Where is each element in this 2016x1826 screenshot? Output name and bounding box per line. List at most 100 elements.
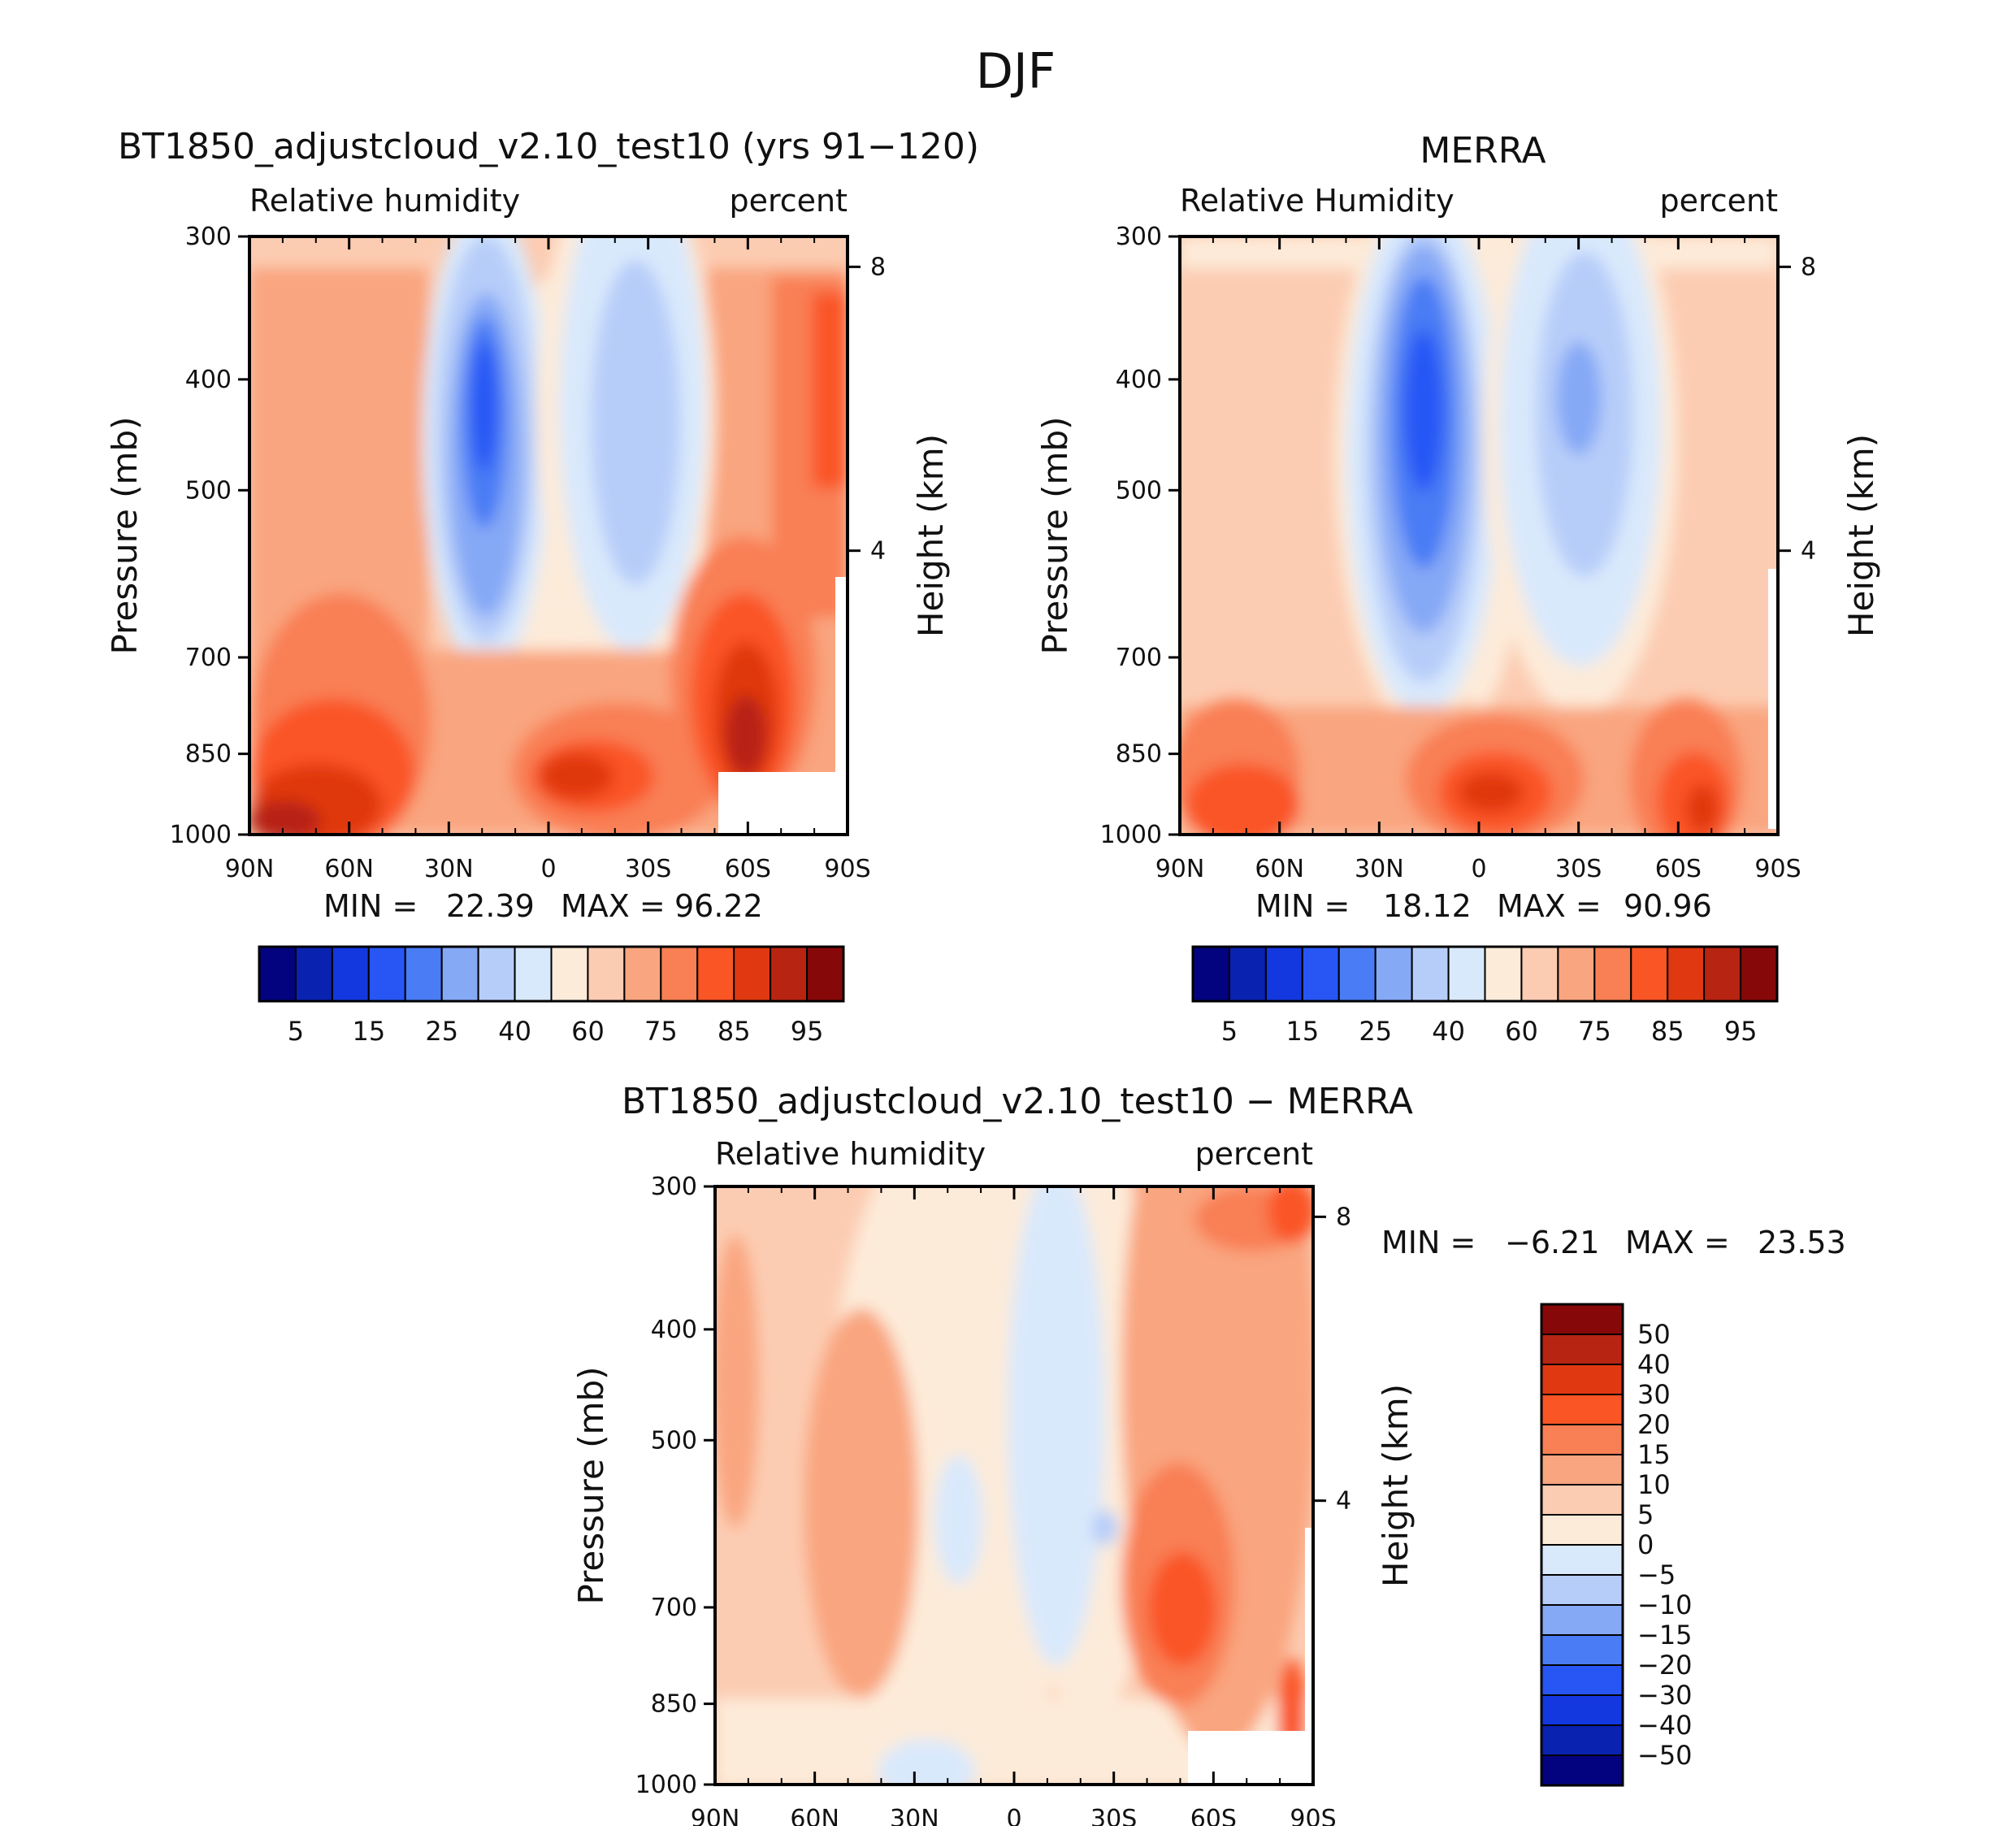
panel-obs-ylabel: Pressure (mb)	[1035, 416, 1075, 654]
colorbar-swatch	[1541, 1634, 1624, 1666]
panel-obs-colorbar: 5 15 25 40 60 75 85 95	[1191, 945, 1779, 1047]
x-tick-label: 90S	[824, 855, 870, 883]
colorbar-swatch	[550, 946, 589, 1002]
panel-model-left-label: Relative humidity	[249, 183, 520, 219]
colorbar-swatch	[1703, 946, 1742, 1002]
colorbar-swatch	[623, 946, 662, 1002]
colorbar-swatch	[1541, 1303, 1624, 1335]
y-tick-label: 400	[1116, 366, 1162, 394]
colorbar-swatch	[1520, 946, 1559, 1002]
colorbar-swatch	[1541, 1724, 1624, 1756]
colorbar-swatch	[1593, 946, 1632, 1002]
colorbar-label: −40	[1637, 1710, 1693, 1741]
colorbar-label: 30	[1637, 1379, 1671, 1410]
colorbar-swatch	[514, 946, 553, 1002]
colorbar-swatch	[1541, 1544, 1624, 1576]
colorbar-label: 40	[1432, 1016, 1465, 1047]
colorbar-label: −15	[1637, 1620, 1693, 1650]
figure-title: DJF	[976, 43, 1056, 100]
colorbar-label: 15	[352, 1016, 385, 1047]
colorbar-label: −5	[1637, 1559, 1676, 1590]
colorbar-swatch	[367, 946, 406, 1002]
y-tick-label: 300	[185, 223, 232, 251]
y2-tick-label: 8	[870, 253, 886, 281]
colorbar-swatch	[1541, 1334, 1624, 1365]
colorbar-swatch	[587, 946, 626, 1002]
colorbar-label: 75	[644, 1016, 678, 1047]
x-tick-label: 60N	[324, 855, 374, 883]
y-tick-label: 300	[1116, 223, 1162, 251]
colorbar-label: 0	[1637, 1529, 1654, 1560]
colorbar-swatch	[294, 946, 333, 1002]
colorbar-label: 40	[498, 1016, 531, 1047]
x-tick-label: 30S	[1090, 1805, 1137, 1826]
panel-diff-right-label: percent	[1194, 1136, 1313, 1172]
x-tick-label: 30S	[625, 855, 671, 883]
y-tick-label: 500	[651, 1426, 697, 1455]
y-tick-label: 700	[651, 1594, 697, 1622]
x-tick-label: 0	[1006, 1805, 1021, 1826]
panel-obs-contour-field	[1180, 236, 1778, 835]
colorbar-swatch	[1228, 946, 1267, 1002]
x-tick-label: 90N	[225, 855, 275, 883]
colorbar-swatch	[1630, 946, 1669, 1002]
colorbar-swatch	[1667, 946, 1706, 1002]
colorbar-label: 60	[1505, 1016, 1538, 1047]
colorbar-label: 15	[1285, 1016, 1319, 1047]
y-tick-label: 400	[185, 366, 232, 394]
colorbar-swatch	[1541, 1454, 1624, 1486]
colorbar-swatch	[477, 946, 516, 1002]
colorbar-swatch	[1337, 946, 1377, 1002]
panel-obs-left-label: Relative Humidity	[1180, 183, 1455, 219]
x-tick-label: 90S	[1754, 855, 1801, 883]
y2-tick-label: 4	[870, 537, 886, 566]
y-tick-label: 700	[185, 644, 232, 672]
panel-model: BT1850_adjustcloud_v2.10_test10 (yrs 91−…	[105, 126, 979, 1047]
colorbar-swatch	[1541, 1754, 1624, 1786]
colorbar-swatch	[1541, 1514, 1624, 1546]
colorbar-label: 40	[1637, 1349, 1671, 1380]
panel-model-min-label: MIN =	[323, 888, 418, 924]
colorbar-swatch	[1541, 1574, 1624, 1606]
x-tick-label: 0	[1471, 855, 1486, 883]
x-tick-label: 30N	[1355, 855, 1404, 883]
panel-diff: BT1850_adjustcloud_v2.10_test10 − MERRA …	[571, 1081, 1846, 1826]
colorbar-label: 85	[718, 1016, 751, 1047]
colorbar-swatch	[1192, 946, 1230, 1002]
panel-obs-max-label: MAX =	[1497, 888, 1602, 924]
panel-diff-min-value: −6.21	[1505, 1225, 1599, 1260]
colorbar-label: −10	[1637, 1590, 1693, 1620]
colorbar-swatch	[1740, 946, 1778, 1002]
colorbar-label: 95	[1724, 1016, 1758, 1047]
colorbar-label: −30	[1637, 1680, 1693, 1711]
x-tick-label: 90N	[1155, 855, 1205, 883]
y2-tick-label: 8	[1801, 253, 1816, 281]
panel-diff-title: BT1850_adjustcloud_v2.10_test10 − MERRA	[622, 1081, 1413, 1122]
x-tick-label: 90N	[691, 1805, 740, 1826]
colorbar-label: 75	[1578, 1016, 1611, 1047]
panel-obs: MERRA Relative Humidity percent	[1035, 130, 1881, 1047]
y-tick-label: 1000	[1100, 821, 1162, 849]
colorbar-swatch	[1484, 946, 1523, 1002]
x-tick-label: 30N	[424, 855, 474, 883]
panel-model-y2label: Height (km)	[911, 434, 951, 637]
colorbar-label: 10	[1637, 1469, 1671, 1500]
panel-obs-y2label: Height (km)	[1841, 434, 1881, 637]
colorbar-label: 5	[1221, 1016, 1238, 1047]
colorbar-swatch	[1557, 946, 1596, 1002]
y-tick-label: 1000	[170, 821, 232, 849]
colorbar-swatch	[733, 946, 772, 1002]
y-tick-label: 700	[1116, 644, 1162, 672]
x-tick-label: 60S	[1190, 1805, 1237, 1826]
panel-model-colorbar: 5 15 25 40 60 75 85 95	[258, 945, 845, 1047]
panel-model-max-value: 96.22	[674, 888, 763, 924]
colorbar-swatch	[806, 946, 844, 1002]
y2-tick-label: 4	[1336, 1487, 1351, 1516]
y2-tick-label: 4	[1801, 537, 1816, 566]
y-tick-label: 850	[651, 1690, 697, 1719]
panel-diff-left-label: Relative humidity	[715, 1136, 986, 1172]
panel-obs-min-value: 18.12	[1383, 888, 1472, 924]
panel-model-ylabel: Pressure (mb)	[105, 416, 145, 654]
